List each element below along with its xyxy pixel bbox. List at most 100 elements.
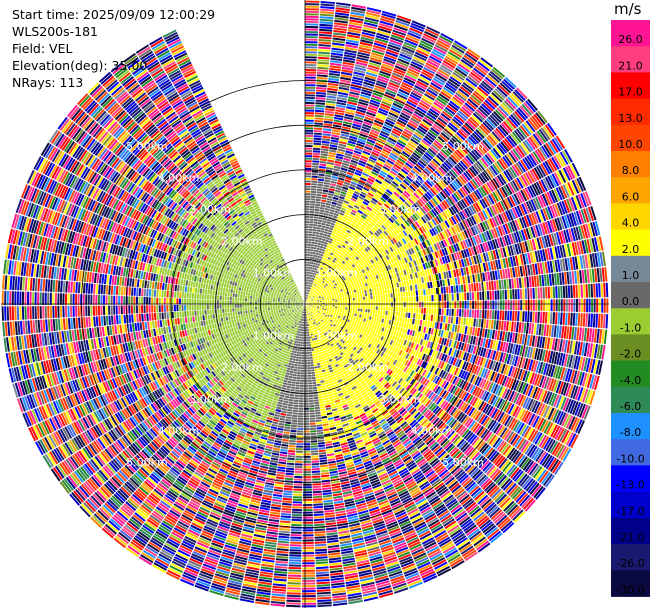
range-gate bbox=[414, 284, 418, 290]
range-gate bbox=[551, 273, 555, 286]
range-gate bbox=[533, 275, 537, 287]
range-gate bbox=[329, 185, 336, 189]
range-gate bbox=[317, 277, 320, 280]
range-gate bbox=[374, 40, 388, 46]
range-gate bbox=[416, 80, 428, 88]
range-gate bbox=[350, 307, 353, 311]
range-gate bbox=[382, 290, 385, 295]
range-gate bbox=[471, 283, 474, 292]
range-gate bbox=[360, 297, 363, 300]
range-gate bbox=[334, 235, 339, 239]
range-gate bbox=[387, 46, 400, 53]
range-gate bbox=[449, 293, 452, 301]
range-gate bbox=[352, 155, 360, 160]
range-gate bbox=[332, 215, 338, 219]
range-gate bbox=[319, 13, 334, 17]
range-gate bbox=[346, 207, 353, 211]
range-gate bbox=[305, 33, 318, 36]
range-gate bbox=[392, 128, 402, 135]
range-gate bbox=[336, 99, 347, 103]
range-gate bbox=[357, 297, 360, 300]
range-gate bbox=[377, 310, 381, 314]
range-gate bbox=[341, 293, 344, 296]
range-gate bbox=[531, 323, 535, 335]
range-gate bbox=[399, 53, 412, 60]
range-gate bbox=[418, 313, 421, 320]
range-gate bbox=[353, 190, 360, 196]
range-gate bbox=[317, 66, 329, 70]
range-gate bbox=[363, 318, 366, 322]
range-gate bbox=[385, 280, 389, 285]
range-gate bbox=[546, 274, 550, 286]
range-gate bbox=[497, 290, 500, 300]
range-gate bbox=[400, 84, 412, 91]
range-gate bbox=[351, 125, 361, 131]
range-gate bbox=[364, 167, 372, 173]
range-gate bbox=[337, 216, 343, 221]
range-gate bbox=[398, 116, 408, 123]
range-gate bbox=[406, 70, 419, 78]
range-gate bbox=[522, 311, 525, 322]
range-gate bbox=[373, 284, 376, 288]
range-gate bbox=[459, 325, 463, 334]
range-gate bbox=[430, 53, 443, 62]
range-gate bbox=[311, 241, 315, 244]
range-gate bbox=[413, 56, 426, 64]
range-gate bbox=[430, 106, 441, 114]
range-gate bbox=[329, 297, 332, 300]
range-gate bbox=[381, 286, 385, 291]
range-gate bbox=[379, 314, 383, 319]
range-gate bbox=[347, 227, 353, 232]
range-gate bbox=[397, 58, 410, 65]
range-gate bbox=[593, 283, 596, 298]
range-gate bbox=[313, 140, 322, 143]
range-gate bbox=[337, 179, 344, 184]
range-gate bbox=[494, 300, 497, 310]
range-gate bbox=[335, 158, 343, 162]
range-gate bbox=[496, 280, 499, 290]
range-gate bbox=[422, 35, 436, 44]
range-gate bbox=[492, 290, 495, 300]
range-gate bbox=[330, 60, 342, 64]
range-gate bbox=[325, 100, 336, 104]
range-gate bbox=[407, 121, 418, 129]
range-gate bbox=[307, 289, 309, 292]
range-gate bbox=[499, 290, 502, 300]
range-gate bbox=[437, 95, 449, 104]
range-gate bbox=[335, 12, 350, 16]
range-gate bbox=[397, 312, 401, 317]
range-gate bbox=[342, 186, 349, 191]
range-gate bbox=[367, 67, 379, 73]
range-gate bbox=[312, 231, 316, 234]
range-gate bbox=[320, 267, 323, 270]
range-gate bbox=[384, 53, 398, 60]
range-gate bbox=[374, 279, 378, 284]
range-gate bbox=[449, 324, 453, 332]
range-gate bbox=[430, 288, 434, 295]
range-gate bbox=[363, 210, 370, 216]
range-gate bbox=[323, 260, 327, 264]
range-gate bbox=[325, 302, 328, 304]
range-gate bbox=[350, 317, 353, 321]
range-gate bbox=[464, 301, 467, 309]
range-gate bbox=[346, 103, 357, 108]
range-gate bbox=[448, 316, 451, 324]
range-gate bbox=[340, 167, 348, 172]
range-gate bbox=[336, 230, 341, 234]
range-gate bbox=[305, 236, 309, 239]
range-gate bbox=[305, 261, 307, 264]
range-gate bbox=[394, 316, 398, 322]
range-gate bbox=[381, 100, 392, 107]
range-gate bbox=[427, 110, 438, 118]
range-gate bbox=[312, 264, 316, 268]
range-gate bbox=[365, 319, 369, 323]
range-gate bbox=[305, 129, 314, 132]
range-gate bbox=[367, 312, 370, 316]
range-gate bbox=[416, 307, 419, 314]
range-gate bbox=[352, 287, 356, 290]
range-gate bbox=[506, 279, 509, 289]
range-gate bbox=[357, 138, 366, 143]
range-gate bbox=[367, 64, 380, 70]
range-gate bbox=[364, 312, 368, 316]
range-gate bbox=[318, 46, 331, 50]
